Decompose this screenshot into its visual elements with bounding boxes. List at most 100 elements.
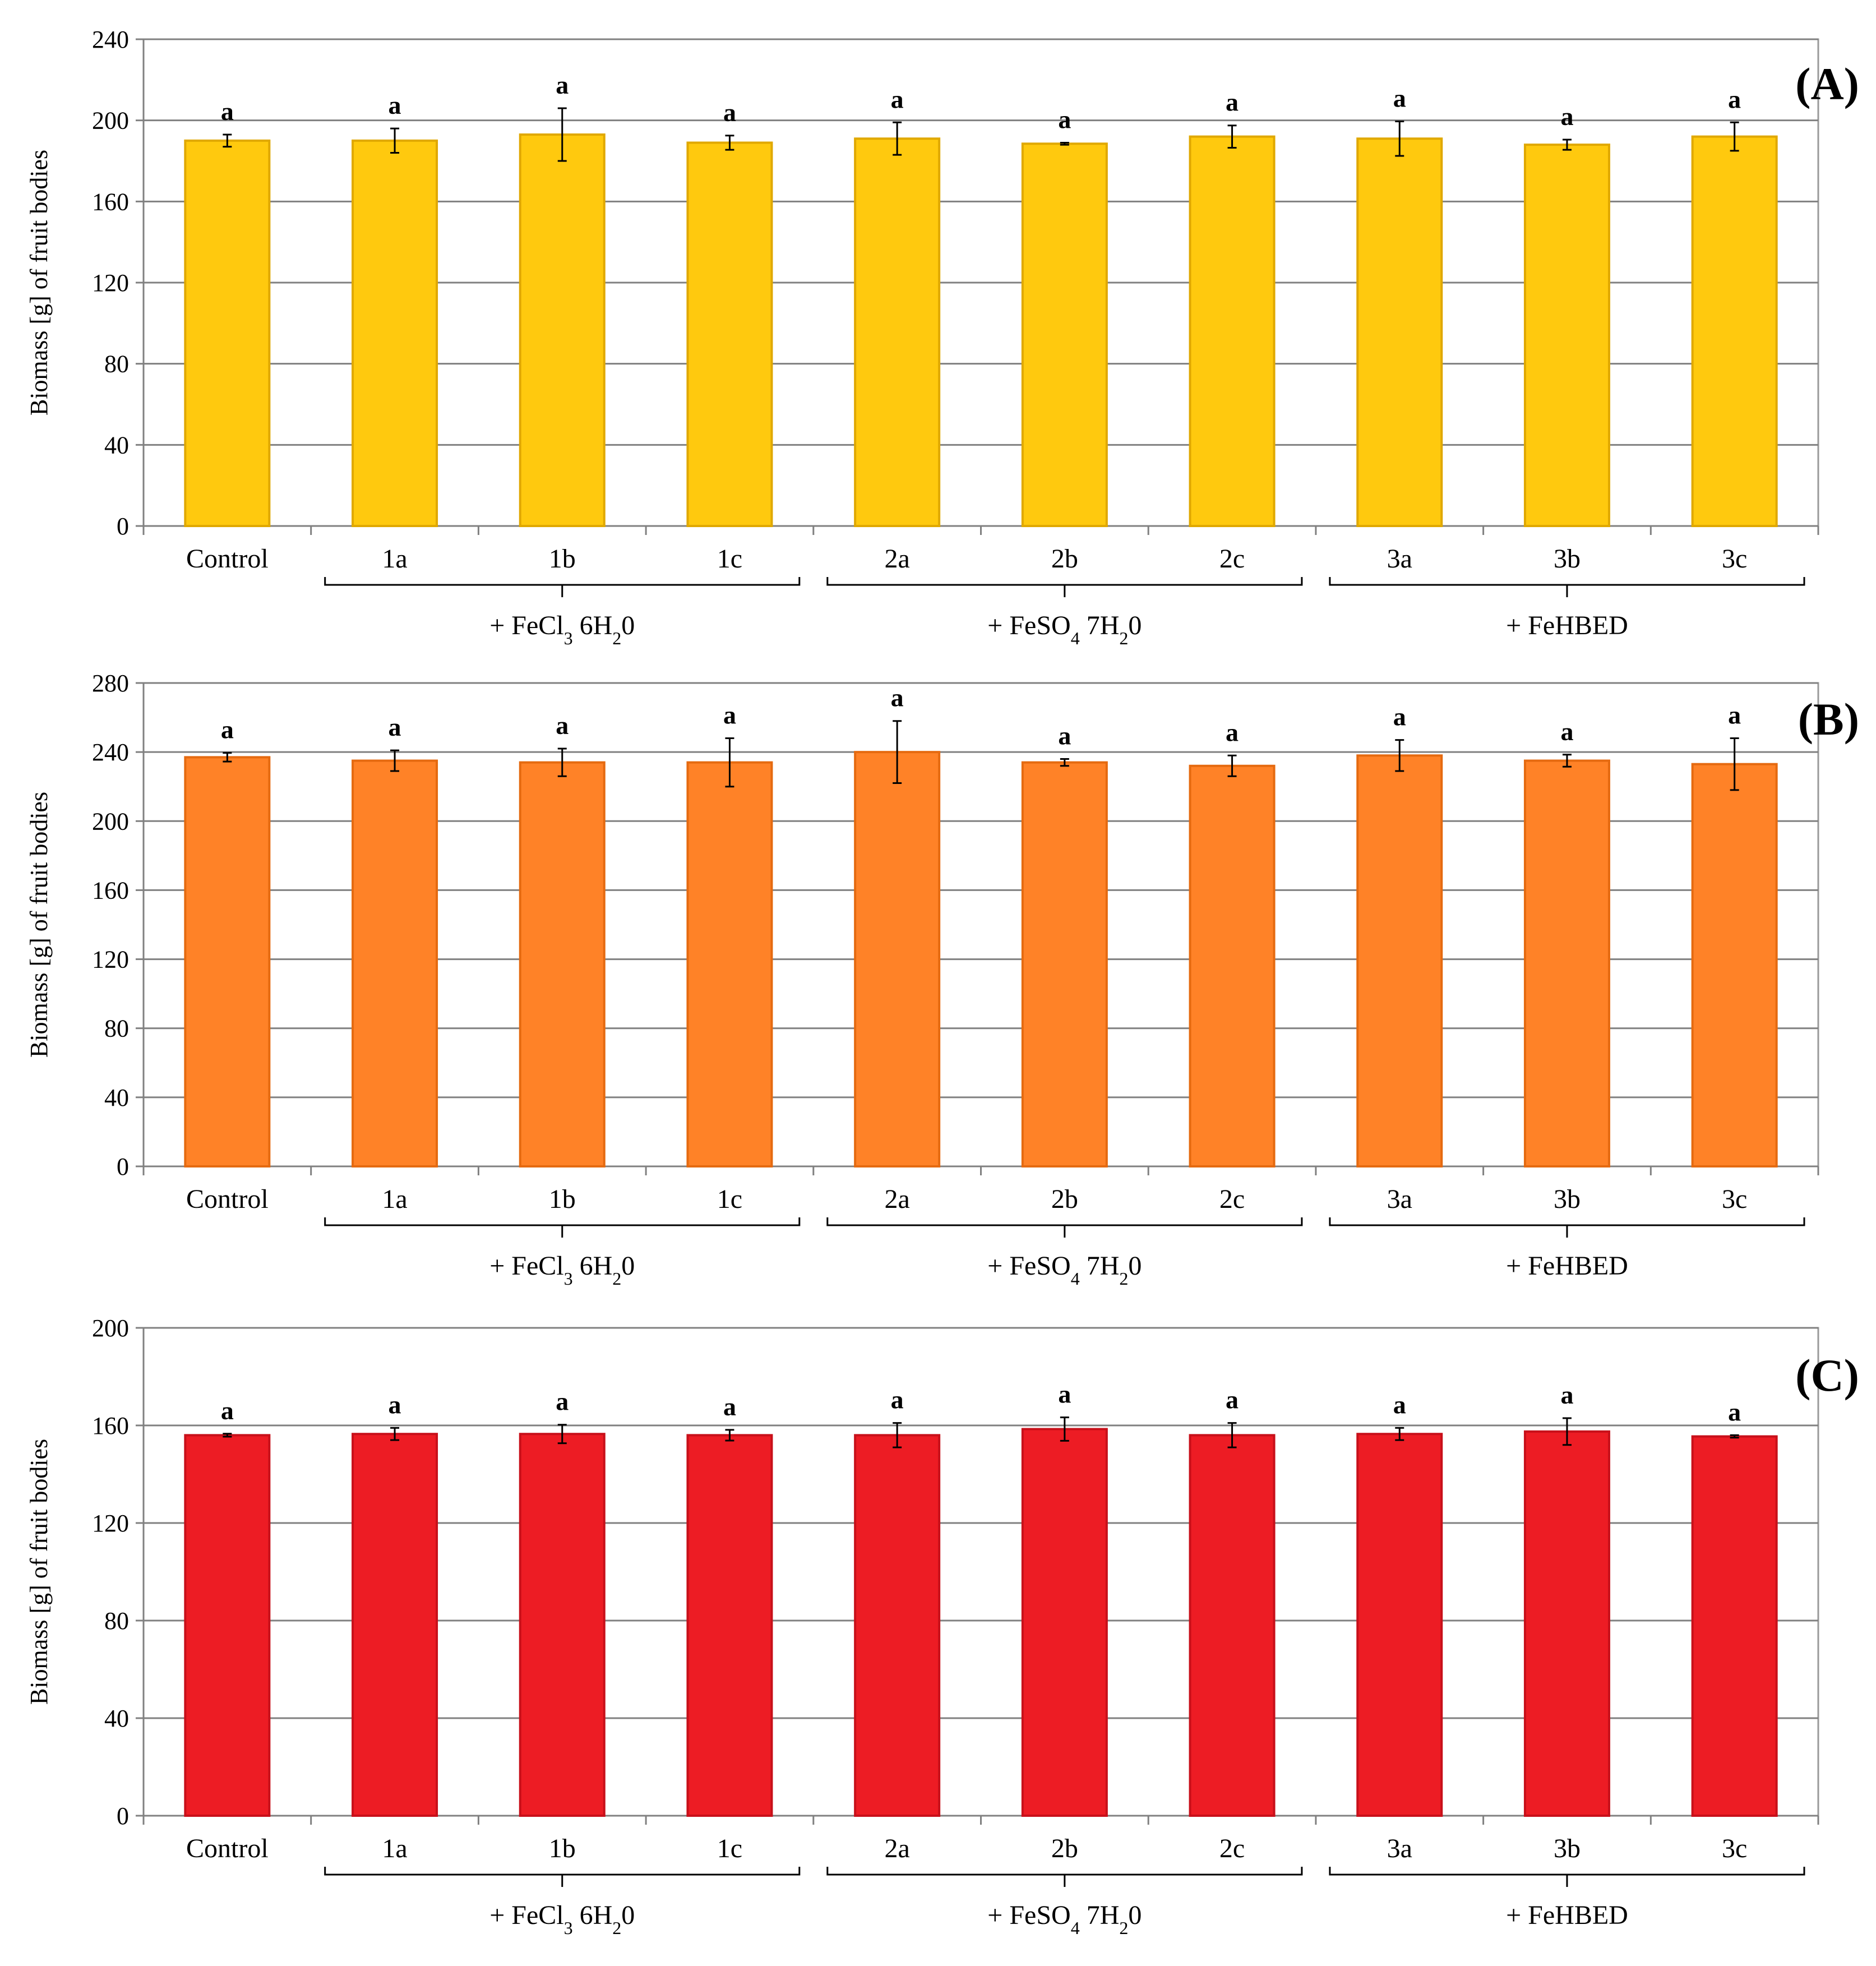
x-tick-label: 2c xyxy=(1219,1184,1245,1214)
bar-3b xyxy=(1523,144,1610,528)
y-tick-label: 80 xyxy=(104,350,129,378)
x-tick-label: 1b xyxy=(549,1184,576,1214)
group-label: + FeSO4 7H20 xyxy=(987,1900,1142,1938)
significance-letter: a xyxy=(1560,1381,1573,1409)
significance-letter: a xyxy=(556,71,569,99)
group-label-sub2: 2 xyxy=(612,628,621,648)
group-label: + FeSO4 7H20 xyxy=(987,611,1142,648)
y-tick-label: 40 xyxy=(104,1084,129,1111)
group-label-prefix: + FeSO xyxy=(987,1900,1070,1930)
y-tick-label: 120 xyxy=(92,269,129,297)
group-label: + FeCl3 6H20 xyxy=(489,1900,635,1938)
group-label-prefix: + FeHBED xyxy=(1506,1251,1628,1281)
bar-1b xyxy=(519,133,606,527)
bar-1b xyxy=(519,1433,606,1817)
significance-letter: a xyxy=(1058,721,1071,750)
bar-1a xyxy=(352,139,438,528)
group-label-prefix: + FeCl xyxy=(489,1251,563,1281)
y-axis-label: Biomass [g] of fruit bodies xyxy=(25,792,53,1058)
group-label-suffix: 0 xyxy=(621,1900,635,1930)
bar-3c xyxy=(1691,763,1778,1167)
group-label-prefix: + FeSO xyxy=(987,611,1070,640)
x-tick-label: 3c xyxy=(1722,544,1747,574)
group-label-sub2: 2 xyxy=(612,1918,621,1938)
significance-letter: a xyxy=(723,98,736,127)
significance-letter: a xyxy=(1560,102,1573,131)
significance-letter: a xyxy=(891,1386,904,1414)
y-tick-label: 200 xyxy=(92,107,129,135)
significance-letter: a xyxy=(389,91,401,119)
significance-letter: a xyxy=(221,97,234,126)
x-tick-label: 1c xyxy=(717,544,742,574)
bar-2c xyxy=(1189,1434,1276,1817)
group-bracket xyxy=(324,577,801,597)
significance-letter: a xyxy=(556,1387,569,1416)
panel-label: (B) xyxy=(1798,694,1859,745)
x-tick-label: 2c xyxy=(1219,544,1245,574)
y-tick-label: 160 xyxy=(92,876,129,904)
significance-letter: a xyxy=(891,684,904,712)
group-bracket xyxy=(826,1217,1303,1238)
significance-letter: a xyxy=(1058,1380,1071,1409)
panel-label: (A) xyxy=(1795,58,1859,109)
group-label-suffix: 0 xyxy=(1128,1251,1142,1281)
group-label-sub1: 4 xyxy=(1071,628,1080,648)
bar-2b xyxy=(1021,142,1108,527)
significance-letter: a xyxy=(723,1392,736,1421)
x-tick-label: Control xyxy=(186,544,269,574)
bar-2b xyxy=(1021,1428,1108,1817)
x-tick-label: 3b xyxy=(1554,1834,1581,1863)
y-tick-label: 40 xyxy=(104,431,129,459)
group-label: + FeHBED xyxy=(1506,1900,1628,1930)
bar-control xyxy=(184,756,271,1167)
group-label-suffix: 0 xyxy=(621,1251,635,1281)
significance-letter: a xyxy=(389,1390,401,1419)
y-tick-label: 240 xyxy=(92,739,129,766)
bar-1c xyxy=(686,141,773,527)
group-label: + FeCl3 6H20 xyxy=(489,1251,635,1289)
group-bracket xyxy=(324,1217,801,1238)
group-bracket xyxy=(1329,577,1805,597)
x-tick-label: 2a xyxy=(884,1834,909,1863)
bar-1a xyxy=(352,759,438,1168)
y-tick-label: 0 xyxy=(117,1802,129,1830)
y-tick-label: 40 xyxy=(104,1705,129,1732)
y-tick-label: 160 xyxy=(92,1412,129,1439)
group-label-sub2: 2 xyxy=(612,1268,621,1289)
bar-2b xyxy=(1021,761,1108,1167)
group-label-prefix: + FeSO xyxy=(987,1251,1070,1281)
bar-3b xyxy=(1523,1430,1610,1817)
significance-letter: a xyxy=(1560,717,1573,746)
x-tick-label: 1b xyxy=(549,1834,576,1863)
significance-letter: a xyxy=(1226,1386,1239,1414)
bar-1c xyxy=(686,1434,773,1817)
x-tick-label: 1a xyxy=(382,1184,407,1214)
group-label-prefix: + FeCl xyxy=(489,1900,563,1930)
group-bracket xyxy=(1329,1217,1805,1238)
group-label-mid: 7H xyxy=(1080,1900,1120,1930)
group-label: + FeSO4 7H20 xyxy=(987,1251,1142,1289)
group-label: + FeCl3 6H20 xyxy=(489,611,635,648)
x-tick-label: 3b xyxy=(1554,1184,1581,1214)
bar-2a xyxy=(854,137,941,527)
y-tick-label: 240 xyxy=(92,26,129,53)
y-tick-label: 120 xyxy=(92,946,129,973)
significance-letter: a xyxy=(556,711,569,740)
y-tick-label: 280 xyxy=(92,670,129,697)
group-label-sub1: 4 xyxy=(1071,1268,1080,1289)
bar-2a xyxy=(854,751,941,1167)
y-tick-label: 120 xyxy=(92,1510,129,1537)
y-tick-label: 200 xyxy=(92,1314,129,1342)
group-label-suffix: 0 xyxy=(621,611,635,640)
group-label-sub1: 3 xyxy=(564,1268,573,1289)
significance-letter: a xyxy=(1226,88,1239,117)
group-label-sub1: 3 xyxy=(564,1918,573,1938)
x-tick-label: 2b xyxy=(1051,1184,1078,1214)
significance-letter: a xyxy=(891,85,904,113)
bar-3a xyxy=(1356,137,1443,527)
bar-3a xyxy=(1356,754,1443,1168)
group-bracket xyxy=(826,1867,1303,1887)
group-label-mid: 6H xyxy=(573,611,613,640)
